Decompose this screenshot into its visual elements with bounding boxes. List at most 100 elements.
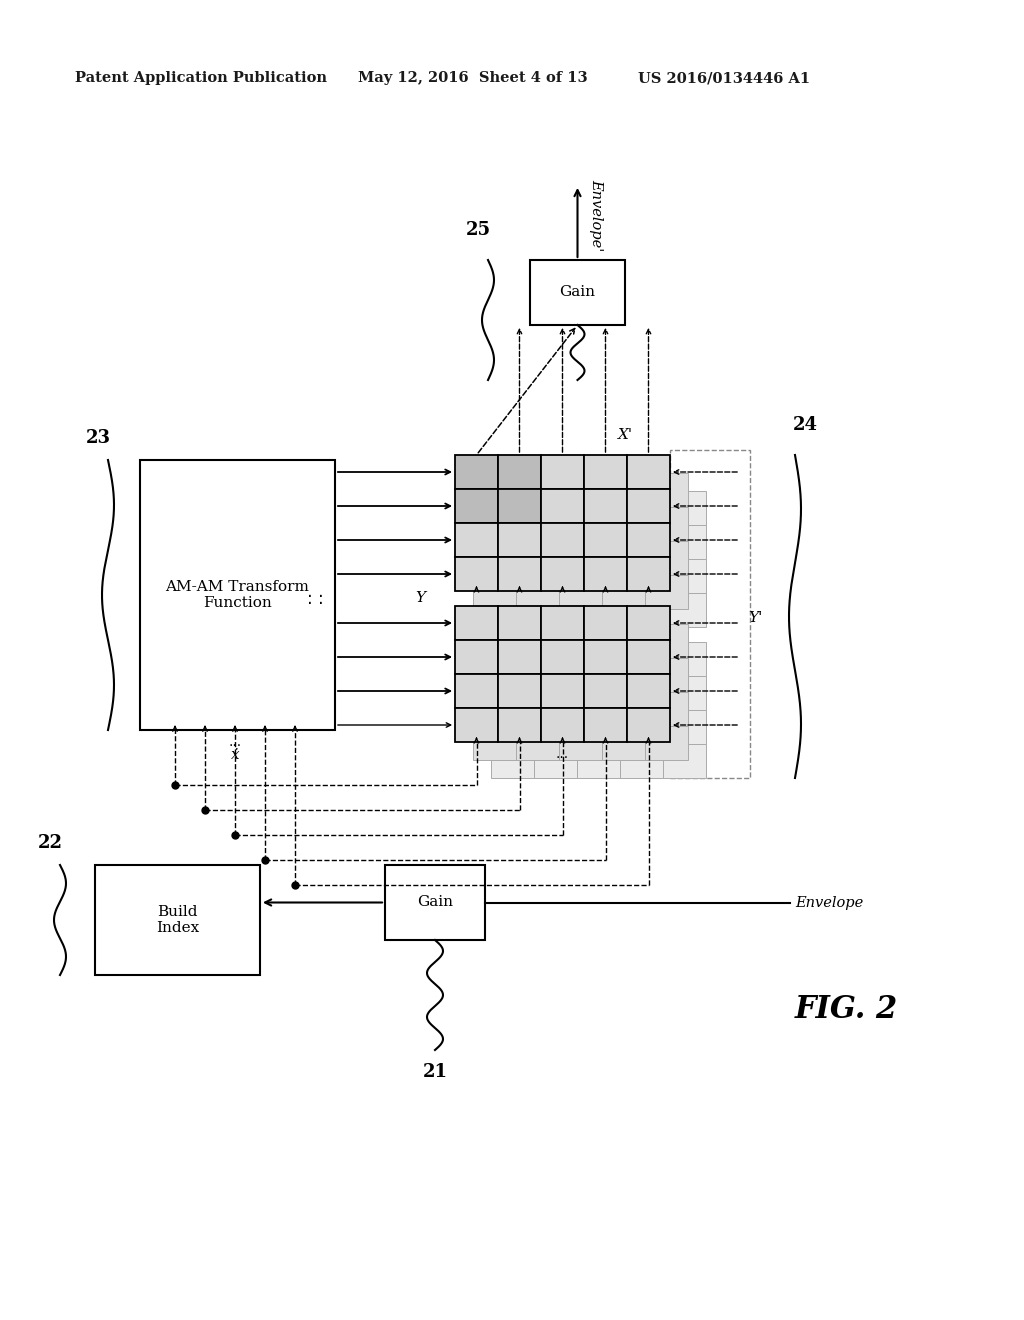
Bar: [541, 675, 584, 708]
Bar: [541, 606, 584, 640]
Bar: [645, 726, 688, 760]
Text: ...: ...: [228, 735, 242, 748]
Bar: [645, 541, 688, 576]
Bar: [577, 744, 620, 777]
Bar: [577, 558, 620, 593]
Text: Gain: Gain: [417, 895, 453, 909]
Bar: [516, 507, 559, 541]
Bar: [490, 593, 534, 627]
Bar: [602, 507, 645, 541]
Bar: [663, 491, 706, 525]
Bar: [663, 558, 706, 593]
Bar: [473, 624, 516, 657]
Bar: [645, 473, 688, 507]
Text: 21: 21: [423, 1063, 447, 1081]
Bar: [534, 642, 577, 676]
Bar: [455, 455, 498, 488]
Bar: [490, 710, 534, 744]
Bar: [490, 525, 534, 558]
Bar: [490, 642, 534, 676]
Bar: [627, 557, 670, 591]
Bar: [620, 676, 663, 710]
Text: Y: Y: [415, 591, 425, 606]
Bar: [498, 675, 541, 708]
Bar: [530, 260, 625, 325]
Bar: [577, 710, 620, 744]
Bar: [473, 576, 516, 609]
Bar: [541, 523, 584, 557]
Bar: [620, 525, 663, 558]
Bar: [385, 865, 485, 940]
Text: May 12, 2016  Sheet 4 of 13: May 12, 2016 Sheet 4 of 13: [358, 71, 588, 84]
Text: Envelope: Envelope: [795, 895, 863, 909]
Text: Envelope': Envelope': [590, 180, 603, 251]
Bar: [602, 624, 645, 657]
Bar: [670, 450, 750, 777]
Text: US 2016/0134446 A1: US 2016/0134446 A1: [638, 71, 810, 84]
Bar: [498, 488, 541, 523]
Bar: [541, 557, 584, 591]
Bar: [473, 692, 516, 726]
Bar: [473, 473, 516, 507]
Bar: [584, 708, 627, 742]
Bar: [620, 642, 663, 676]
Bar: [663, 744, 706, 777]
Bar: [645, 692, 688, 726]
Bar: [534, 525, 577, 558]
Bar: [577, 491, 620, 525]
Bar: [473, 507, 516, 541]
Bar: [516, 657, 559, 692]
Text: FIG. 2: FIG. 2: [795, 994, 898, 1026]
Bar: [627, 640, 670, 675]
Bar: [559, 624, 602, 657]
Bar: [620, 491, 663, 525]
Bar: [627, 488, 670, 523]
Bar: [516, 624, 559, 657]
Text: Gain: Gain: [559, 285, 596, 300]
Bar: [541, 455, 584, 488]
Bar: [455, 488, 498, 523]
Bar: [620, 710, 663, 744]
Text: 23: 23: [85, 429, 111, 447]
Bar: [602, 576, 645, 609]
Bar: [663, 593, 706, 627]
Bar: [498, 523, 541, 557]
Bar: [602, 692, 645, 726]
Bar: [473, 726, 516, 760]
Bar: [584, 523, 627, 557]
Bar: [584, 606, 627, 640]
Bar: [620, 744, 663, 777]
Bar: [584, 640, 627, 675]
Bar: [516, 473, 559, 507]
Bar: [663, 676, 706, 710]
Bar: [498, 708, 541, 742]
Bar: [559, 692, 602, 726]
Bar: [584, 557, 627, 591]
Bar: [490, 558, 534, 593]
Bar: [534, 676, 577, 710]
Bar: [559, 726, 602, 760]
Bar: [627, 675, 670, 708]
Bar: [627, 455, 670, 488]
Bar: [534, 593, 577, 627]
Bar: [516, 692, 559, 726]
Text: ...: ...: [556, 747, 569, 762]
Bar: [534, 710, 577, 744]
Bar: [534, 491, 577, 525]
Bar: [516, 726, 559, 760]
Bar: [645, 576, 688, 609]
Bar: [534, 744, 577, 777]
Bar: [498, 455, 541, 488]
Bar: [627, 523, 670, 557]
Text: AM-AM Transform
Function: AM-AM Transform Function: [166, 579, 309, 610]
Bar: [473, 541, 516, 576]
Bar: [455, 675, 498, 708]
Bar: [455, 523, 498, 557]
Bar: [602, 657, 645, 692]
Bar: [490, 676, 534, 710]
Bar: [498, 640, 541, 675]
Bar: [541, 488, 584, 523]
Bar: [663, 525, 706, 558]
Bar: [584, 455, 627, 488]
Bar: [541, 708, 584, 742]
